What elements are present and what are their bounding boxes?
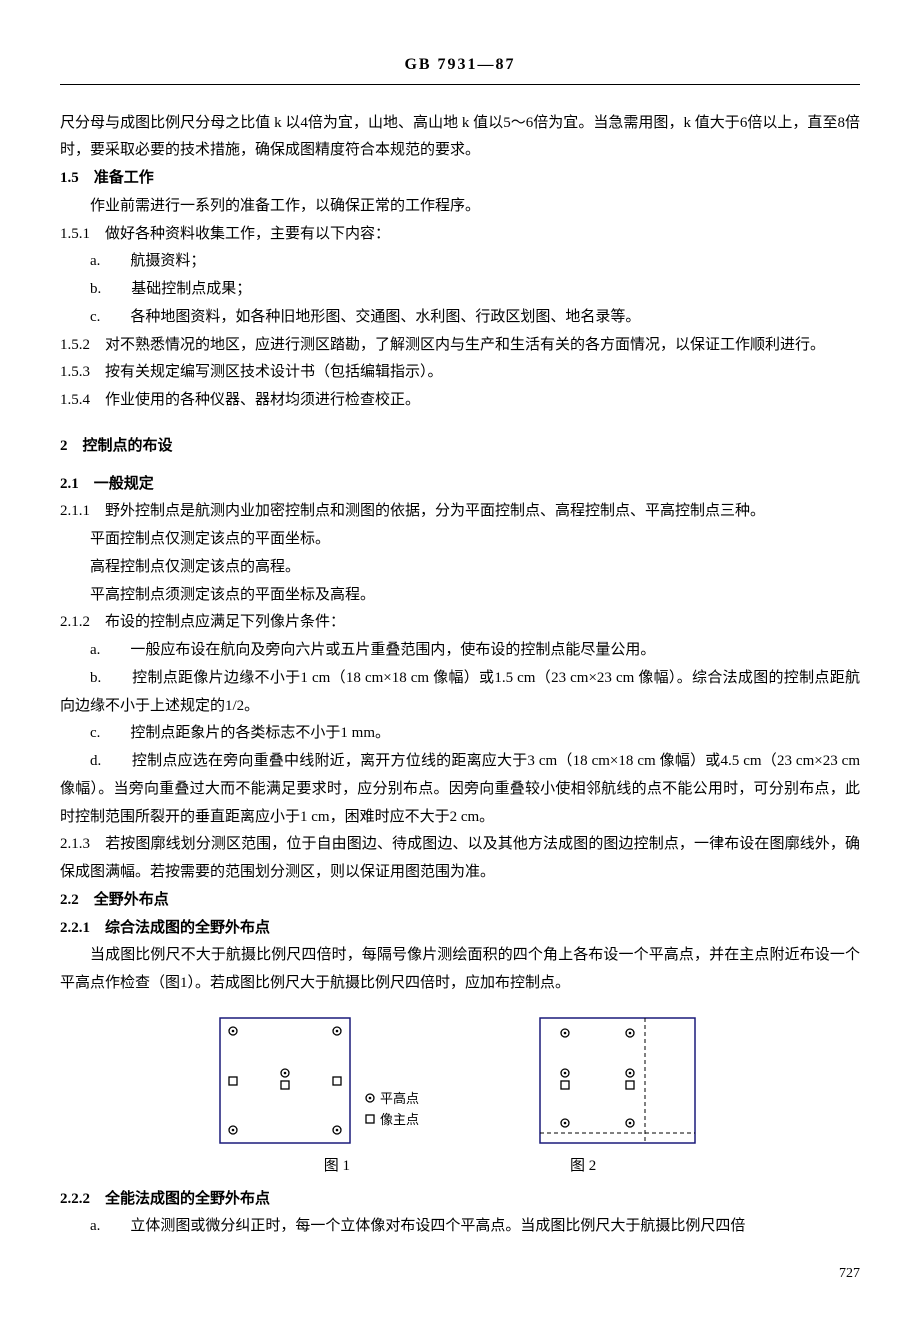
page-number: 727 (60, 1261, 860, 1287)
item-b: b. 基础控制点成果； (60, 276, 860, 304)
item-c: c. 各种地图资料，如各种旧地形图、交通图、水利图、行政区划图、地名录等。 (60, 304, 860, 332)
para-intro: 尺分母与成图比例尺分母之比值 k 以4倍为宜，山地、高山地 k 值以5～6倍为宜… (60, 110, 860, 166)
para-1-5: 作业前需进行一系列的准备工作，以确保正常的工作程序。 (60, 193, 860, 221)
item2-c: c. 控制点距象片的各类标志不小于1 mm。 (60, 720, 860, 748)
sec-2-1: 2.1 一般规定 (60, 471, 860, 499)
item-a: a. 航摄资料； (60, 248, 860, 276)
item2-d: d. 控制点应选在旁向重叠中线附近，离开方位线的距离应大于3 cm（18 cm×… (60, 748, 860, 831)
figure-1-svg: 平高点 像主点 (215, 1013, 435, 1148)
sec-2-1-label: 2.1 一般规定 (60, 476, 154, 492)
item3-a: a. 立体测图或微分纠正时，每一个立体像对布设四个平高点。当成图比例尺大于航摄比… (60, 1213, 860, 1241)
figure-labels: 图 1 图 2 (60, 1153, 860, 1181)
para-2-2-1: 当成图比例尺不大于航摄比例尺四倍时，每隔号像片测绘面积的四个角上各布设一个平高点… (60, 942, 860, 998)
para-2-1-1b: 高程控制点仅测定该点的高程。 (60, 554, 860, 582)
sec-2-2-1: 2.2.1 综合法成图的全野外布点 (60, 915, 860, 943)
legend-pinggao: 平高点 (380, 1091, 419, 1106)
sec-2-1-3: 2.1.3 若按图廓线划分测区范围，位于自由图边、待成图边、以及其他方法成图的图… (60, 831, 860, 887)
item2-d-text: d. 控制点应选在旁向重叠中线附近，离开方位线的距离应大于3 cm（18 cm×… (60, 753, 860, 825)
item2-b-text: b. 控制点距像片边缘不小于1 cm（18 cm×18 cm 像幅）或1.5 c… (60, 670, 860, 714)
sec-1-5: 1.5 准备工作 (60, 165, 860, 193)
sec-2-2-2-label: 2.2.2 全能法成图的全野外布点 (60, 1191, 270, 1207)
figure-2-svg (535, 1013, 705, 1148)
sec-2-1-2: 2.1.2 布设的控制点应满足下列像片条件： (60, 609, 860, 637)
sec-1-5-4: 1.5.4 作业使用的各种仪器、器材均须进行检查校正。 (60, 387, 860, 415)
sec-2-1-1: 2.1.1 野外控制点是航测内业加密控制点和测图的依据，分为平面控制点、高程控制… (60, 498, 860, 526)
sec-2-2-1-label: 2.2.1 综合法成图的全野外布点 (60, 920, 270, 936)
sec-1-5-2: 1.5.2 对不熟悉情况的地区，应进行测区踏勘，了解测区内与生产和生活有关的各方… (60, 332, 860, 360)
sec-1-5-3: 1.5.3 按有关规定编写测区技术设计书（包括编辑指示）。 (60, 359, 860, 387)
sec-2-2: 2.2 全野外布点 (60, 887, 860, 915)
sec-2-2-2: 2.2.2 全能法成图的全野外布点 (60, 1186, 860, 1214)
sec-2-2-label: 2.2 全野外布点 (60, 892, 169, 908)
sec-1-5-num: 1.5 准备工作 (60, 170, 154, 186)
para-2-1-1c: 平高控制点须测定该点的平面坐标及高程。 (60, 582, 860, 610)
sec-1-5-1: 1.5.1 做好各种资料收集工作，主要有以下内容： (60, 221, 860, 249)
para-2-1-1a: 平面控制点仅测定该点的平面坐标。 (60, 526, 860, 554)
legend-xiangzhu: 像主点 (380, 1112, 419, 1127)
item2-b: b. 控制点距像片边缘不小于1 cm（18 cm×18 cm 像幅）或1.5 c… (60, 665, 860, 721)
fig-2-label: 图 2 (570, 1153, 596, 1181)
figures-row: 平高点 像主点 (60, 1013, 860, 1148)
item2-a: a. 一般应布设在航向及旁向六片或五片重叠范围内，使布设的控制点能尽量公用。 (60, 637, 860, 665)
doc-header: GB 7931—87 (60, 50, 860, 85)
sec-2: 2 控制点的布设 (60, 433, 860, 461)
fig-1-label: 图 1 (324, 1153, 350, 1181)
